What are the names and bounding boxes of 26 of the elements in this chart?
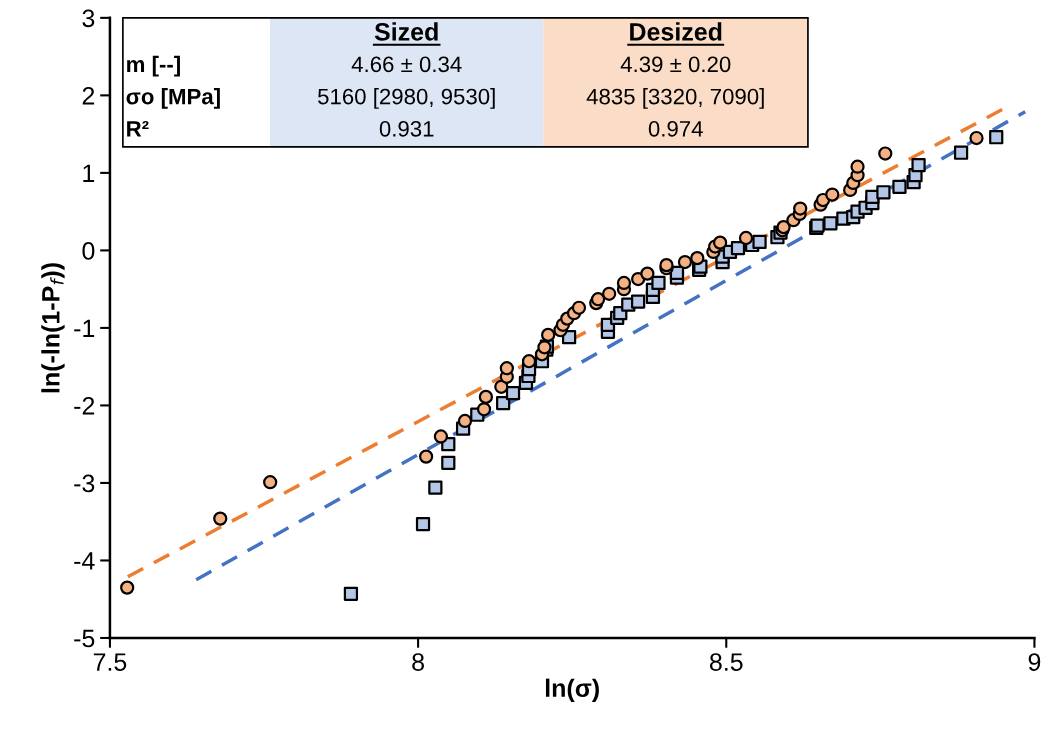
y-tick-label: 1 [83,164,95,182]
x-tick-label: 9 [1028,653,1041,671]
annotation: 5160 [2980, 9530] [318,88,495,109]
y-tick-label: 3 [82,9,95,28]
y-tick-label: 2 [82,86,95,105]
x-tick-label: 8 [412,653,424,671]
x-tick-label: 7.5 [93,653,127,671]
annotation: 4.39 ± 0.20 [620,56,731,73]
annotation: m [--] [127,55,180,77]
x-tick-label: 8.5 [709,653,743,671]
y-tick-label: 0 [82,242,95,260]
y-tick-label: -2 [74,397,95,415]
y-tick-label: -4 [74,552,95,570]
annotation: Sized [374,22,438,41]
x-axis-title: ln(σ) [545,678,599,702]
annotation: R² [127,120,149,137]
annotation: Desized [630,22,722,41]
y-tick-label: -5 [74,629,95,648]
y-tick-label: -1 [74,319,95,337]
annotation: 0.931 [379,120,434,137]
y-axis-title: ln(-ln(1-P$_{f}$)) [41,263,65,393]
y-tick-label: -3 [74,474,95,493]
annotation: σo [MPa] [126,88,220,109]
annotation: 4.66 ± 0.34 [351,56,462,73]
annotation: 4835 [3320, 7090] [586,88,764,109]
annotation: 0.974 [648,120,703,137]
